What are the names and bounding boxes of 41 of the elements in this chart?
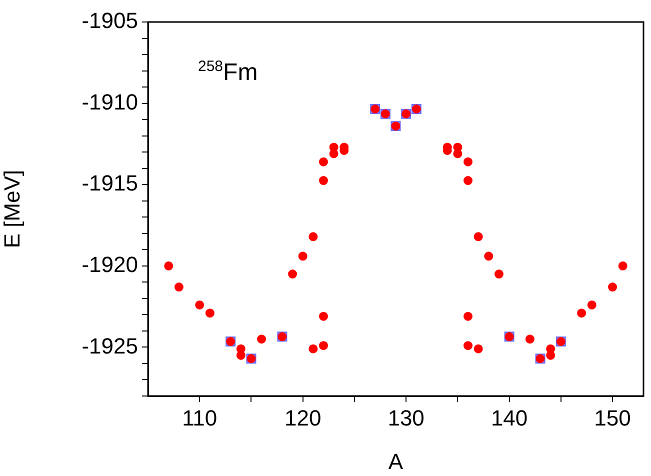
y-tick-label: -1915 xyxy=(82,170,138,196)
point xyxy=(308,344,318,354)
point xyxy=(288,270,298,279)
y-tick-label: -1920 xyxy=(82,252,138,277)
point xyxy=(453,149,462,158)
point xyxy=(318,312,328,321)
x-tick-label: 150 xyxy=(594,405,631,430)
point xyxy=(474,344,483,354)
point xyxy=(618,261,628,270)
x-tick-label: 140 xyxy=(490,405,528,430)
point xyxy=(577,308,586,318)
point xyxy=(464,312,473,321)
x-tick-label: 130 xyxy=(388,405,424,430)
x-axis-title: A xyxy=(388,448,404,474)
point xyxy=(525,334,534,344)
point xyxy=(329,149,338,158)
point xyxy=(587,300,596,310)
point xyxy=(318,176,328,186)
point xyxy=(205,308,214,318)
x-tick-label: 110 xyxy=(182,405,218,430)
point xyxy=(464,176,473,186)
point xyxy=(298,252,308,261)
point xyxy=(308,232,318,242)
point xyxy=(318,157,328,166)
point xyxy=(195,300,204,310)
y-tick-label: -1910 xyxy=(82,89,138,114)
x-tick-label: 120 xyxy=(284,405,322,430)
y-axis-title: E [MeV] xyxy=(0,170,24,248)
annotation: $^{258}$Fm xyxy=(198,58,258,87)
point xyxy=(484,252,494,261)
point xyxy=(257,334,266,344)
point xyxy=(174,282,184,292)
point xyxy=(474,232,483,242)
point xyxy=(318,341,328,350)
point xyxy=(164,261,174,270)
point xyxy=(608,282,618,292)
point xyxy=(494,270,504,279)
y-tick-label: -1905 xyxy=(82,8,138,34)
point xyxy=(464,341,473,350)
point xyxy=(464,157,473,166)
y-tick-label: -1925 xyxy=(82,333,138,358)
